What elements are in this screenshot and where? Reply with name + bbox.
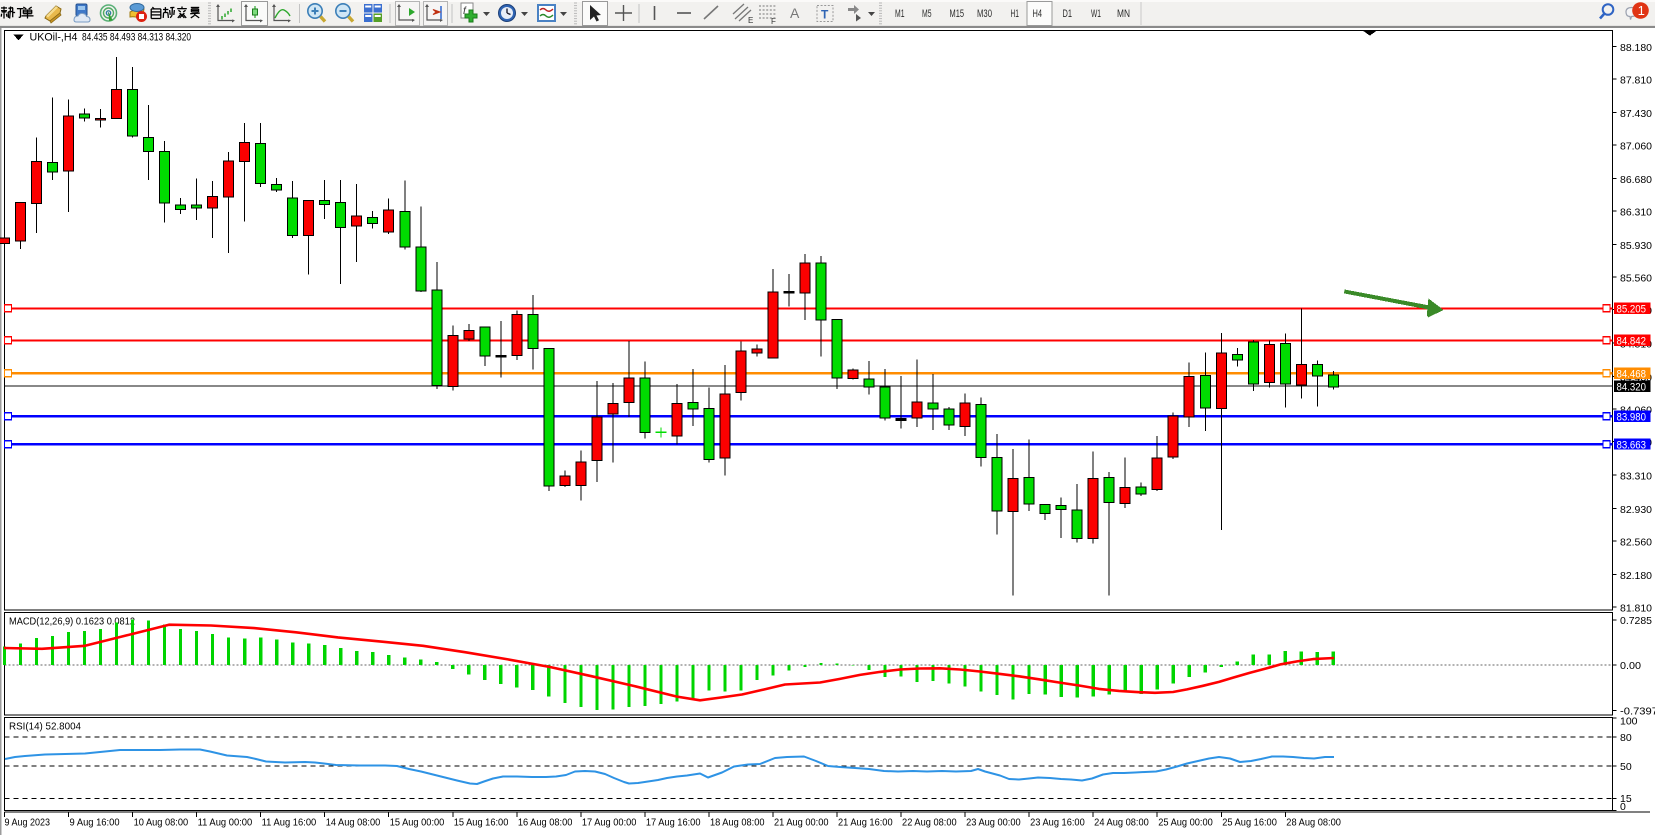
svg-text:18 Aug 08:00: 18 Aug 08:00 [710, 817, 765, 829]
svg-text:84.320: 84.320 [1617, 381, 1647, 393]
svg-text:86.680: 86.680 [1620, 174, 1652, 186]
svg-text:23 Aug 00:00: 23 Aug 00:00 [966, 817, 1021, 829]
svg-text:0: 0 [1620, 801, 1626, 813]
svg-text:D1: D1 [1063, 8, 1073, 20]
svg-text:87.060: 87.060 [1620, 141, 1652, 153]
svg-text:T: T [821, 8, 829, 22]
svg-text:83.980: 83.980 [1617, 411, 1647, 423]
svg-text:83.310: 83.310 [1620, 471, 1652, 483]
svg-text:21 Aug 00:00: 21 Aug 00:00 [774, 817, 829, 829]
svg-text:M30: M30 [977, 8, 992, 20]
svg-text:17 Aug 16:00: 17 Aug 16:00 [646, 817, 701, 829]
svg-text:85.560: 85.560 [1620, 273, 1652, 285]
svg-text:0.7285: 0.7285 [1620, 615, 1652, 627]
svg-text:11 Aug 16:00: 11 Aug 16:00 [262, 817, 317, 829]
svg-text:17 Aug 00:00: 17 Aug 00:00 [582, 817, 637, 829]
svg-text:10 Aug 08:00: 10 Aug 08:00 [134, 817, 189, 829]
svg-text:16 Aug 08:00: 16 Aug 08:00 [518, 817, 573, 829]
svg-text:84.842: 84.842 [1617, 336, 1647, 348]
svg-text:0.00: 0.00 [1620, 660, 1641, 672]
svg-text:88.180: 88.180 [1620, 42, 1652, 54]
svg-text:84.435 84.493 84.313 84.320: 84.435 84.493 84.313 84.320 [82, 32, 191, 44]
svg-text:24 Aug 08:00: 24 Aug 08:00 [1094, 817, 1149, 829]
svg-text:100: 100 [1620, 716, 1638, 728]
svg-text:82.930: 82.930 [1620, 504, 1652, 516]
svg-text:81.810: 81.810 [1620, 603, 1652, 615]
svg-text:87.810: 87.810 [1620, 75, 1652, 87]
svg-text:F: F [771, 17, 776, 26]
svg-text:83.663: 83.663 [1617, 439, 1647, 451]
svg-text:22 Aug 08:00: 22 Aug 08:00 [902, 817, 957, 829]
svg-text:H1: H1 [1011, 8, 1020, 20]
svg-text:-0.7397: -0.7397 [1620, 706, 1655, 718]
svg-text:84.468: 84.468 [1617, 368, 1647, 380]
svg-text:23 Aug 16:00: 23 Aug 16:00 [1030, 817, 1085, 829]
svg-text:28 Aug 08:00: 28 Aug 08:00 [1286, 817, 1341, 829]
svg-text:1: 1 [1638, 3, 1645, 18]
svg-text:W1: W1 [1091, 8, 1101, 20]
svg-text:21 Aug 16:00: 21 Aug 16:00 [838, 817, 893, 829]
svg-text:M1: M1 [895, 8, 905, 20]
svg-text:25 Aug 16:00: 25 Aug 16:00 [1222, 817, 1277, 829]
svg-text:87.430: 87.430 [1620, 108, 1652, 120]
svg-text:15: 15 [1620, 793, 1632, 805]
svg-text:UKOil-,H4: UKOil-,H4 [30, 32, 78, 44]
svg-text:RSI(14) 52.8004: RSI(14) 52.8004 [9, 721, 81, 733]
svg-text:85.930: 85.930 [1620, 240, 1652, 252]
svg-text:86.310: 86.310 [1620, 207, 1652, 219]
svg-text:82.560: 82.560 [1620, 537, 1652, 549]
svg-text:82.180: 82.180 [1620, 570, 1652, 582]
svg-text:15 Aug 16:00: 15 Aug 16:00 [454, 817, 509, 829]
svg-text:MACD(12,26,9) 0.1623 0.0812: MACD(12,26,9) 0.1623 0.0812 [9, 616, 135, 628]
svg-text:H4: H4 [1033, 8, 1043, 20]
svg-text:14 Aug 08:00: 14 Aug 08:00 [326, 817, 381, 829]
svg-text:25 Aug 00:00: 25 Aug 00:00 [1158, 817, 1213, 829]
svg-text:M5: M5 [922, 8, 932, 20]
svg-text:E: E [748, 16, 753, 25]
svg-text:50: 50 [1620, 761, 1632, 773]
svg-text:M15: M15 [950, 8, 965, 20]
svg-text:80: 80 [1620, 732, 1632, 744]
svg-text:MN: MN [1117, 8, 1130, 20]
svg-text:f: f [463, 6, 467, 17]
svg-text:9 Aug 2023: 9 Aug 2023 [5, 817, 51, 829]
svg-text:15 Aug 00:00: 15 Aug 00:00 [390, 817, 445, 829]
svg-text:11 Aug 00:00: 11 Aug 00:00 [198, 817, 253, 829]
svg-text:9 Aug 16:00: 9 Aug 16:00 [70, 817, 120, 829]
svg-text:85.205: 85.205 [1617, 304, 1647, 316]
svg-text:A: A [790, 5, 800, 21]
